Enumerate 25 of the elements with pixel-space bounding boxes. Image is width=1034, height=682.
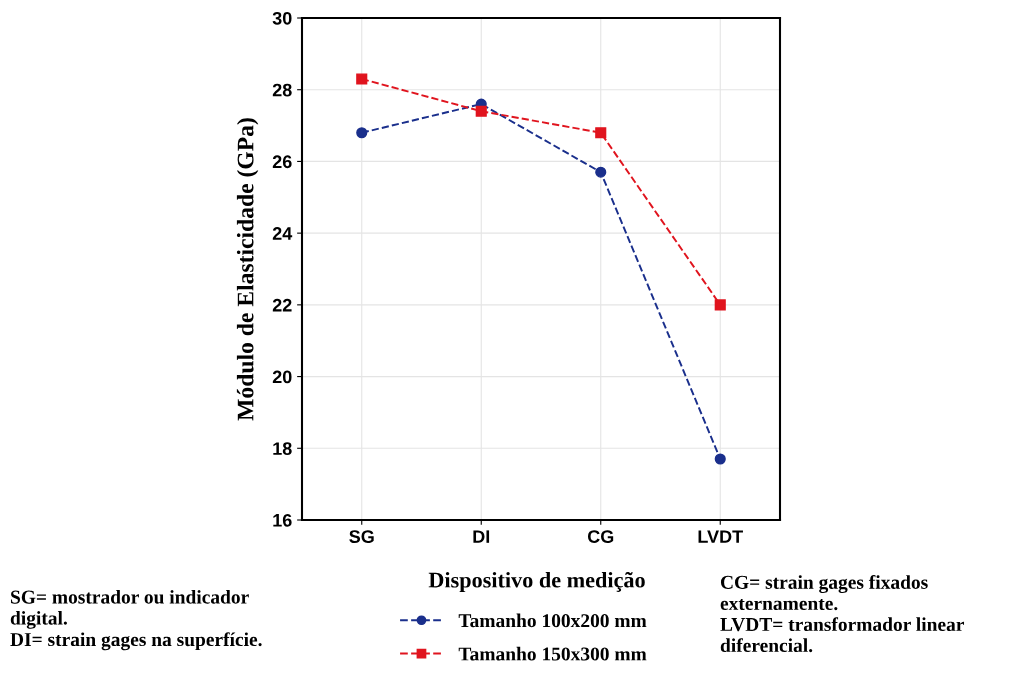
- y-axis-title: Módulo de Elasticidade (GPa): [236, 118, 259, 421]
- y-tick-label: 26: [272, 155, 292, 169]
- point: [595, 127, 607, 139]
- y-tick-label: 18: [273, 442, 292, 456]
- x-axis-title: Dispositivo de medição: [428, 571, 645, 593]
- point: [714, 453, 726, 465]
- point: [475, 105, 487, 117]
- text: SG= mostrador ou indicador digital. DI= strain gages na superfície.: [10, 590, 262, 651]
- point: [714, 299, 726, 311]
- x-tick-label: LVDT: [698, 530, 743, 543]
- legend-label: Tamanho 150x300 mm: [458, 646, 647, 661]
- x-tick-label: DI: [473, 530, 490, 543]
- y-tick-label: 24: [272, 227, 293, 240]
- y-tick-label: 28: [272, 83, 292, 97]
- point: [595, 166, 607, 178]
- y-tick-label: 20: [272, 370, 292, 384]
- y-tick-label: 30: [272, 11, 292, 25]
- text: CG= strain gages fixados externamente. LVDT= transformador linear diferencial.: [720, 575, 965, 653]
- x-tick-label: CG: [587, 530, 614, 543]
- y-tick-label: 16: [273, 513, 292, 527]
- x-tick-label: SG: [349, 530, 374, 543]
- y-tick-label: 22: [272, 298, 292, 312]
- point: [356, 73, 368, 85]
- point: [356, 127, 368, 139]
- legend-label: Tamanho 100x200 mm: [458, 613, 647, 628]
